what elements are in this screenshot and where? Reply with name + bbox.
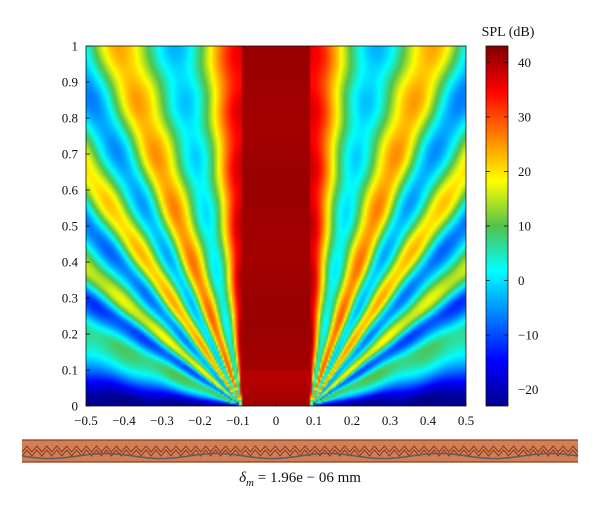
colorbar-tick-label: −10 [518, 328, 538, 343]
x-tick-label: 0.5 [458, 413, 474, 428]
caption-symbol: δ [239, 470, 247, 486]
x-tick-label: −0.4 [112, 413, 136, 428]
caption-text: = 1.96e − 06 mm [254, 470, 361, 486]
colorbar-label: SPL (dB) [482, 25, 535, 40]
x-tick-label: −0.3 [150, 413, 174, 428]
colorbar-ticks: 40 30 20 10 0 −10 −20 [486, 55, 538, 397]
y-tick-label: 0.1 [62, 363, 78, 378]
y-tick-label: 1 [72, 39, 79, 54]
x-axis: −0.5 −0.4 −0.3 −0.2 −0.1 0 0.1 0.2 0.3 0.4 0.5 [74, 402, 474, 428]
strip-ribbon [21, 452, 579, 460]
figure: −0.5 −0.4 −0.3 −0.2 −0.1 0 0.1 0.2 0.3 0.4 0.5 0 0.… [21, 25, 579, 463]
colorbar-tick-label: 20 [518, 164, 531, 179]
heatmap-plot [85, 45, 467, 407]
y-tick-label: 0.8 [62, 111, 78, 126]
y-tick-label: 0.6 [62, 183, 79, 198]
y-tick-label: 0 [72, 399, 79, 414]
y-tick-label: 0.9 [62, 75, 78, 90]
x-tick-label: 0.4 [420, 413, 437, 428]
x-tick-label: −0.2 [188, 413, 212, 428]
colorbar: SPL (dB) 40 30 20 10 0 −10 −20 [482, 25, 538, 407]
y-tick-label: 0.3 [62, 291, 78, 306]
colorbar-tick-label: 10 [518, 219, 531, 234]
y-tick-label: 0.7 [62, 147, 79, 162]
x-tick-label: 0.3 [382, 413, 398, 428]
colorbar-tick-label: 40 [518, 55, 531, 70]
y-tick-label: 0.2 [62, 327, 78, 342]
colorbar-tick-label: 30 [518, 109, 531, 124]
caption: δm = 1.96e − 06 mm [0, 470, 600, 489]
caption-subscript: m [246, 477, 254, 489]
y-tick-label: 0.4 [62, 255, 79, 270]
x-tick-label: 0.1 [306, 413, 322, 428]
x-tick-label: −0.1 [226, 413, 250, 428]
array-strip [21, 439, 579, 463]
x-tick-label: 0.2 [344, 413, 360, 428]
colorbar-tick-label: 0 [518, 273, 525, 288]
x-tick-label: −0.5 [74, 413, 98, 428]
colorbar-tick-label: −20 [518, 382, 538, 397]
y-axis: 0 0.1 0.2 0.3 0.4 0.5 0.6 0.7 0.8 0.9 1 [62, 39, 90, 414]
strip-zigzag [21, 445, 579, 453]
x-tick-label: 0 [273, 413, 280, 428]
heatmap-image [86, 46, 466, 406]
y-tick-label: 0.5 [62, 219, 78, 234]
